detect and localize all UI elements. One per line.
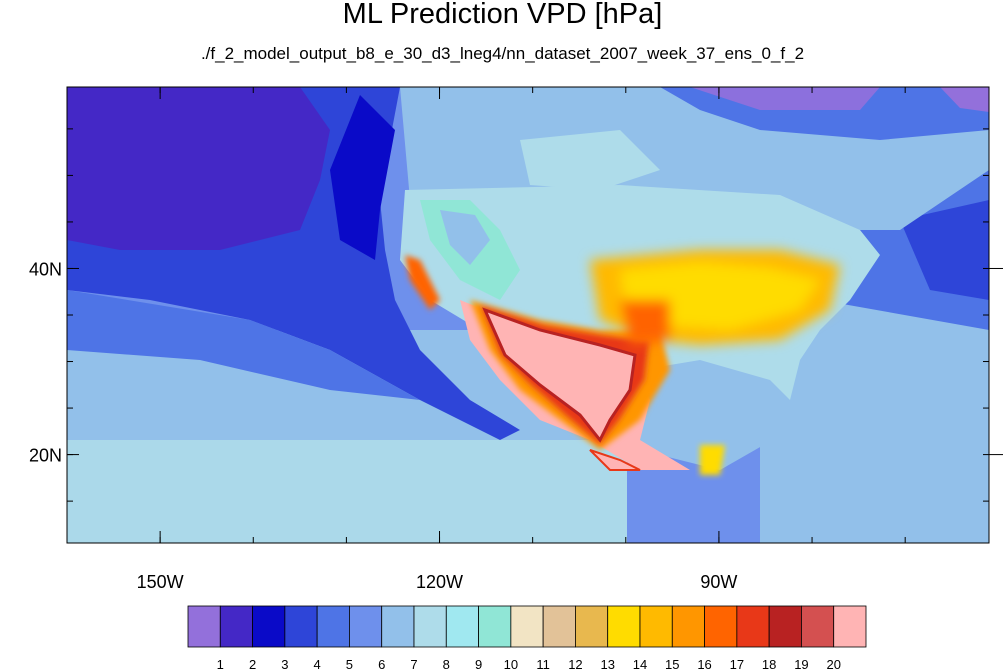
colorbar-label: 4 [314,657,321,672]
chart-subtitle: ./f_2_model_output_b8_e_30_d3_lneg4/nn_d… [200,44,805,63]
colorbar-swatch [671,605,705,648]
colorbar-swatch [801,605,835,648]
colorbar-swatch [349,605,383,648]
colorbar-label: 7 [410,657,417,672]
x-tick-label: 150W [137,572,184,592]
colorbar-swatch [219,605,253,648]
colorbar-swatch [542,605,576,648]
colorbar-label: 5 [346,657,353,672]
colorbar-label: 11 [536,657,550,672]
y-tick-label: 40N [29,259,62,279]
y-axis: 20N 40N [29,128,1003,502]
x-tick-label: 120W [416,572,463,592]
colorbar-label: 16 [697,657,711,672]
colorbar-label: 1 [217,657,224,672]
x-tick-label: 90W [700,572,737,592]
colorbar-label: 8 [443,657,450,672]
colorbar-label: 3 [281,657,288,672]
colorbar-label: 19 [794,657,808,672]
colorbar-swatch [510,605,544,648]
colorbar-label: 18 [762,657,776,672]
colorbar-swatch [639,605,673,648]
colorbar-label: 2 [249,657,256,672]
colorbar-swatch [478,605,512,648]
colorbar-label: 14 [633,657,647,672]
colorbar-swatch [704,605,738,648]
colorbar-swatch [316,605,350,648]
chart-title: ML Prediction VPD [hPa] [342,0,663,30]
colorbar-swatch [284,605,318,648]
colorbar-swatch [607,605,641,648]
colorbar-swatch [445,605,479,648]
colorbar-label: 17 [730,657,744,672]
colorbar-label: 10 [504,657,518,672]
colorbar-swatch [413,605,447,648]
colorbar-label: 12 [568,657,582,672]
colorbar-swatch [575,605,609,648]
colorbar-swatch [833,605,867,648]
colorbar-label: 20 [826,657,840,672]
colorbar-label: 15 [665,657,679,672]
colorbar-label: 9 [475,657,482,672]
colorbar: 1 2 3 4 5 6 7 8 9 10 11 12 13 14 15 16 17 18 19 20 [187,605,867,672]
colorbar-label: 6 [378,657,385,672]
colorbar-label: 13 [600,657,614,672]
map-field [67,87,989,543]
colorbar-swatch [768,605,802,648]
colorbar-swatch [736,605,770,648]
colorbar-swatch [252,605,286,648]
x-axis: 150W 120W 90W [66,87,906,592]
colorbar-swatch [381,605,415,648]
y-tick-label: 20N [29,446,62,466]
colorbar-swatch [187,605,221,648]
